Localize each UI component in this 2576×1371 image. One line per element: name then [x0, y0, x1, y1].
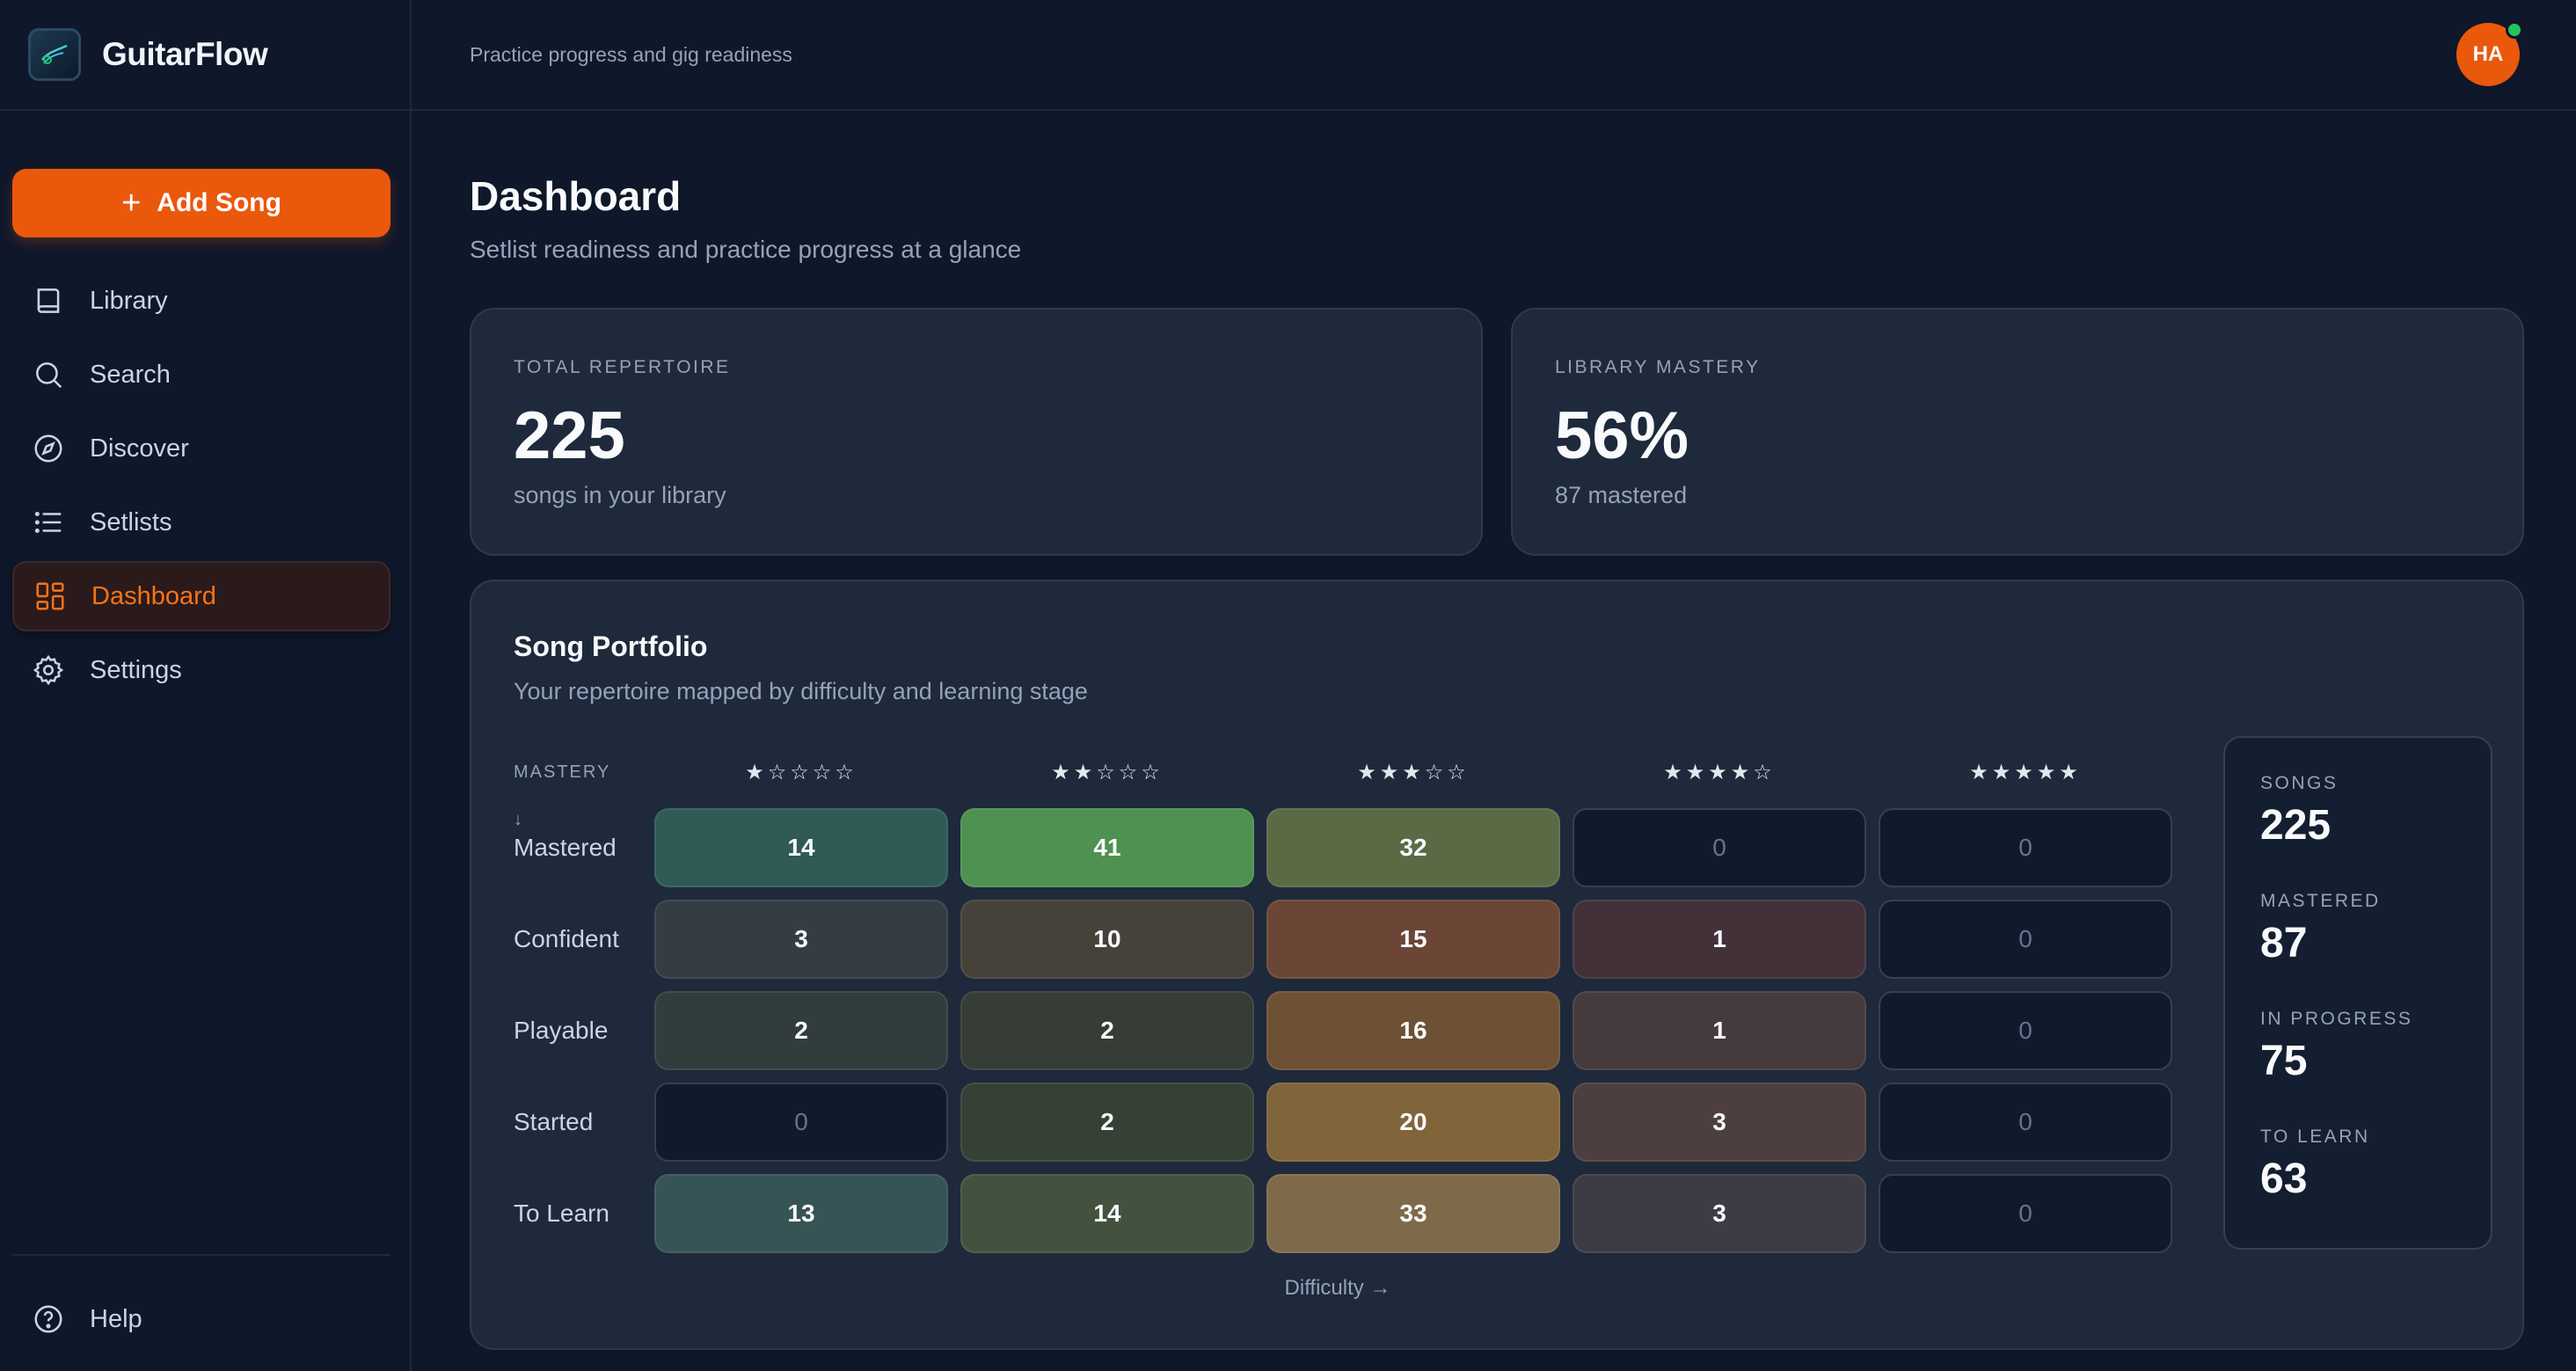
heatmap-cell[interactable]: 10 [960, 900, 1254, 979]
sidebar-item-label: Discover [90, 434, 189, 463]
sidebar-item-discover[interactable]: Discover [12, 413, 390, 484]
stat-label: LIBRARY MASTERY [1555, 357, 1761, 377]
heatmap-cell[interactable]: 1 [1573, 900, 1866, 979]
heatmap-cell[interactable]: 16 [1266, 991, 1560, 1070]
total-repertoire-card: TOTAL REPERTOIRE 225 songs in your libra… [470, 308, 1483, 556]
heatmap-cell[interactable]: 0 [1879, 991, 2172, 1070]
heatmap-cell[interactable]: 3 [654, 900, 948, 979]
heatmap-cell[interactable]: 14 [654, 808, 948, 887]
list-icon [34, 511, 62, 534]
heatmap-cell[interactable]: 2 [960, 1083, 1254, 1162]
heatmap-cell[interactable]: 13 [654, 1174, 948, 1253]
compass-icon [34, 434, 62, 463]
mastery-row-label: Started [514, 1108, 594, 1135]
portfolio-subtitle: Your repertoire mapped by difficulty and… [514, 678, 1088, 704]
stat-value: 56% [1555, 398, 1689, 473]
add-song-button[interactable]: + Add Song [12, 169, 390, 237]
heatmap-cell[interactable]: 2 [960, 991, 1254, 1070]
heatmap-cell[interactable]: 0 [1879, 900, 2172, 979]
difficulty-header: ★★★★★ [1969, 760, 2082, 784]
summary-value: 75 [2260, 1038, 2308, 1084]
add-song-label: Add Song [157, 188, 281, 217]
heatmap-cell[interactable]: 0 [1879, 808, 2172, 887]
difficulty-header: ★★★☆☆ [1357, 760, 1470, 784]
mastery-axis-label: MASTERY ↓ [514, 762, 610, 829]
help-link[interactable]: Help [12, 1284, 390, 1354]
heatmap-cell[interactable]: 20 [1266, 1083, 1560, 1162]
difficulty-axis-label: Difficulty → [1284, 1276, 1391, 1300]
stat-description: 87 mastered [1555, 482, 1688, 508]
difficulty-header: ★★★★☆ [1663, 760, 1776, 784]
sidebar-item-label: Search [90, 360, 171, 389]
heatmap-cell[interactable]: 2 [654, 991, 948, 1070]
brand[interactable]: GuitarFlow [0, 0, 410, 111]
heatmap-cell[interactable]: 14 [960, 1174, 1254, 1253]
stat-label: TOTAL REPERTOIRE [514, 357, 731, 377]
summary-label: IN PROGRESS [2260, 1009, 2413, 1029]
heatmap-cell[interactable]: 0 [1879, 1083, 2172, 1162]
guitar-logo-icon [28, 28, 81, 81]
mastery-row-label: Mastered [514, 834, 617, 861]
summary-label: MASTERED [2260, 891, 2381, 911]
sidebar-nav: Library Search Discover Setlists Dashboa… [12, 266, 390, 709]
heatmap-cell[interactable]: 15 [1266, 900, 1560, 979]
difficulty-header: ★☆☆☆☆ [745, 760, 857, 784]
sidebar: GuitarFlow + Add Song Library Search Dis… [0, 0, 412, 1371]
sidebar-divider [12, 1254, 390, 1256]
brand-name: GuitarFlow [102, 36, 268, 72]
mastery-row-label: To Learn [514, 1200, 609, 1227]
heatmap-cell[interactable]: 1 [1573, 991, 1866, 1070]
online-status-dot [2506, 21, 2523, 39]
heatmap-cell[interactable]: 0 [1879, 1174, 2172, 1253]
topbar-subtitle: Practice progress and gig readiness [470, 42, 792, 66]
main-content: Practice progress and gig readiness HA D… [412, 0, 2576, 1371]
stat-value: 225 [514, 398, 625, 473]
avatar[interactable]: HA [2456, 21, 2523, 86]
portfolio-title: Song Portfolio [514, 631, 708, 662]
sidebar-item-label: Settings [90, 655, 182, 684]
summary-value: 87 [2260, 920, 2308, 966]
summary-value: 63 [2260, 1156, 2308, 1202]
search-icon [36, 362, 62, 389]
song-portfolio-card: Song Portfolio Your repertoire mapped by… [470, 580, 2524, 1350]
library-mastery-card: LIBRARY MASTERY 56% 87 mastered [1511, 308, 2524, 556]
sidebar-item-dashboard[interactable]: Dashboard [12, 561, 390, 631]
heatmap-cell[interactable]: 3 [1573, 1083, 1866, 1162]
sidebar-item-label: Library [90, 286, 168, 315]
heatmap-cell[interactable]: 0 [654, 1083, 948, 1162]
sidebar-item-library[interactable]: Library [12, 266, 390, 336]
help-icon [34, 1305, 62, 1333]
summary-label: TO LEARN [2260, 1127, 2370, 1147]
topbar: Practice progress and gig readiness HA [412, 0, 2576, 111]
help-label: Help [90, 1304, 142, 1333]
summary-value: 225 [2260, 802, 2332, 849]
heatmap-cell[interactable]: 32 [1266, 808, 1560, 887]
sidebar-item-settings[interactable]: Settings [12, 635, 390, 705]
mastery-row-label: Playable [514, 1017, 609, 1044]
difficulty-header: ★★☆☆☆ [1051, 760, 1164, 784]
grid-icon [36, 582, 64, 610]
heatmap-cell[interactable]: 41 [960, 808, 1254, 887]
portfolio-summary: SONGS 225 MASTERED 87 IN PROGRESS 75 TO LEARN 6… [2223, 736, 2492, 1250]
sidebar-item-setlists[interactable]: Setlists [12, 487, 390, 558]
stat-description: songs in your library [514, 482, 726, 508]
page-title: Dashboard [470, 173, 682, 219]
sidebar-item-search[interactable]: Search [12, 339, 390, 410]
mastery-row-label: Confident [514, 925, 619, 952]
sidebar-item-label: Dashboard [91, 581, 216, 610]
heatmap-cell[interactable]: 33 [1266, 1174, 1560, 1253]
plus-icon: + [121, 185, 142, 222]
heatmap-cell[interactable]: 0 [1573, 808, 1866, 887]
summary-label: SONGS [2260, 773, 2339, 793]
gear-icon [33, 654, 64, 686]
avatar-initials: HA [2472, 42, 2504, 66]
sidebar-item-label: Setlists [90, 507, 172, 536]
page-subtitle: Setlist readiness and practice progress … [470, 236, 1022, 263]
book-icon [37, 288, 60, 313]
heatmap-cell[interactable]: 3 [1573, 1174, 1866, 1253]
